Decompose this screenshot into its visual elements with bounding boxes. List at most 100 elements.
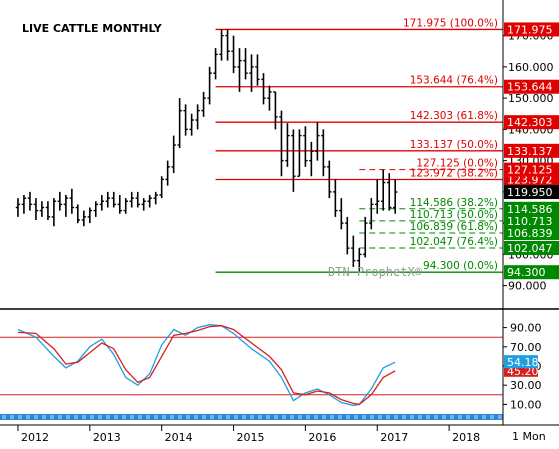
period-strip-mark (82, 415, 86, 419)
period-strip-mark (466, 415, 470, 419)
fib-level-tag (504, 22, 559, 37)
price-panel: 90.000100.000110.000120.000130.000140.00… (15, 17, 559, 293)
stoch-tick-label: 90.00 (510, 322, 542, 335)
period-strip-mark (98, 415, 102, 419)
period-strip-mark (322, 415, 326, 419)
year-label: 2017 (380, 431, 408, 444)
period-strip-mark (26, 415, 30, 419)
period-strip-mark (58, 415, 62, 419)
fib-level-tag (504, 265, 559, 280)
period-strip-mark (146, 415, 150, 419)
fib-level-tag-label: 171.975 (507, 23, 553, 36)
fib-level-label: 127.125 (0.0%) (416, 158, 498, 170)
period-label: 1 Mon (512, 430, 546, 443)
stoch-tick-label: 10.00 (510, 398, 542, 411)
stoch-k-line (17, 324, 396, 407)
period-strip-mark (274, 415, 278, 419)
period-strip-mark (346, 415, 350, 419)
period-strip-mark (282, 415, 286, 419)
fib-level-tag (504, 162, 559, 177)
price-tick-label: 150.000 (508, 92, 554, 105)
time-axis: 2012 2013 2014 2015 2016 2017 2018 1 Mon (0, 414, 546, 444)
fib-level-label: 153.644 (76.4%) (410, 75, 498, 87)
period-strip-mark (138, 415, 142, 419)
fib-level-tag (504, 143, 559, 158)
period-strip-mark (114, 415, 118, 419)
period-strip-mark (218, 415, 222, 419)
fib-level-tag-label: 123.972 (507, 173, 553, 186)
period-strip-mark (50, 415, 54, 419)
fib-level-label: 123.972 (38.2%) (410, 167, 498, 179)
year-label: 2016 (308, 431, 336, 444)
fib-level-label: 94.300 (0.0%) (423, 260, 498, 272)
period-strip-mark (482, 415, 486, 419)
period-strip-mark (42, 415, 46, 419)
fib-level-tag (504, 240, 559, 255)
fib-level-tag-label: 153.644 (507, 81, 553, 94)
chart-title: LIVE CATTLE MONTHLY (22, 22, 163, 35)
period-strip-mark (130, 415, 134, 419)
period-strip-mark (10, 415, 14, 419)
stoch-d-line (17, 325, 396, 406)
period-strip-mark (378, 415, 382, 419)
fib-level-tag-label: 127.125 (507, 164, 553, 177)
period-strip-mark (434, 415, 438, 419)
fib-level-label: 110.713 (50.0%) (410, 209, 498, 221)
period-strip-mark (202, 415, 206, 419)
period-strip-mark (474, 415, 478, 419)
fib-level-label: 171.975 (100.0%) (403, 17, 498, 29)
period-strip-mark (186, 415, 190, 419)
watermark: DTN ProphetX® (328, 265, 423, 279)
period-strip-mark (122, 415, 126, 419)
fib-level-label: 102.047 (76.4%) (410, 236, 498, 248)
fib-level-tag-label: 94.300 (507, 266, 546, 279)
stoch-k-tag (504, 355, 538, 369)
year-label: 2014 (165, 431, 193, 444)
period-strip-mark (250, 415, 254, 419)
period-strip-mark (18, 415, 22, 419)
period-strip-mark (290, 415, 294, 419)
fib-level-tag (504, 115, 559, 130)
stoch-tick-label: 30.00 (510, 379, 542, 392)
period-strip-mark (314, 415, 318, 419)
period-strip-mark (234, 415, 238, 419)
fib-level-label: 114.586 (38.2%) (410, 197, 498, 209)
fib-level-tag-label: 110.713 (507, 215, 553, 228)
price-tick-label: 160.000 (508, 61, 554, 74)
period-strip-mark (162, 415, 166, 419)
year-label: 2018 (452, 431, 480, 444)
period-strip-mark (410, 415, 414, 419)
fib-level-tag (504, 201, 559, 216)
period-strip-mark (226, 415, 230, 419)
period-strip-mark (266, 415, 270, 419)
last-price-label: 119.950 (507, 186, 553, 199)
fib-level-tag (504, 213, 559, 228)
period-strip-mark (490, 415, 494, 419)
price-tick-label: 90.000 (508, 280, 547, 293)
fib-level-tag-label: 133.137 (507, 145, 553, 158)
period-strip-mark (450, 415, 454, 419)
period-strip-mark (498, 415, 502, 419)
period-strip-mark (194, 415, 198, 419)
period-strip-mark (242, 415, 246, 419)
period-strip-mark (426, 415, 430, 419)
period-strip-mark (418, 415, 422, 419)
period-strip-mark (362, 415, 366, 419)
period-strip-mark (338, 415, 342, 419)
period-strip-mark (74, 415, 78, 419)
period-strip-mark (90, 415, 94, 419)
fib-level-tag-label: 106.839 (507, 227, 553, 240)
period-strip-mark (386, 415, 390, 419)
period-strip-mark (210, 415, 214, 419)
period-strip-mark (354, 415, 358, 419)
period-strip-mark (106, 415, 110, 419)
fib-level-label: 142.303 (61.8%) (410, 110, 498, 122)
stoch-k-tag-label: 54.18 (507, 356, 539, 369)
period-strip-mark (258, 415, 262, 419)
year-label: 2012 (21, 431, 49, 444)
period-strip-mark (330, 415, 334, 419)
fib-level-tag-label: 114.586 (507, 203, 553, 216)
